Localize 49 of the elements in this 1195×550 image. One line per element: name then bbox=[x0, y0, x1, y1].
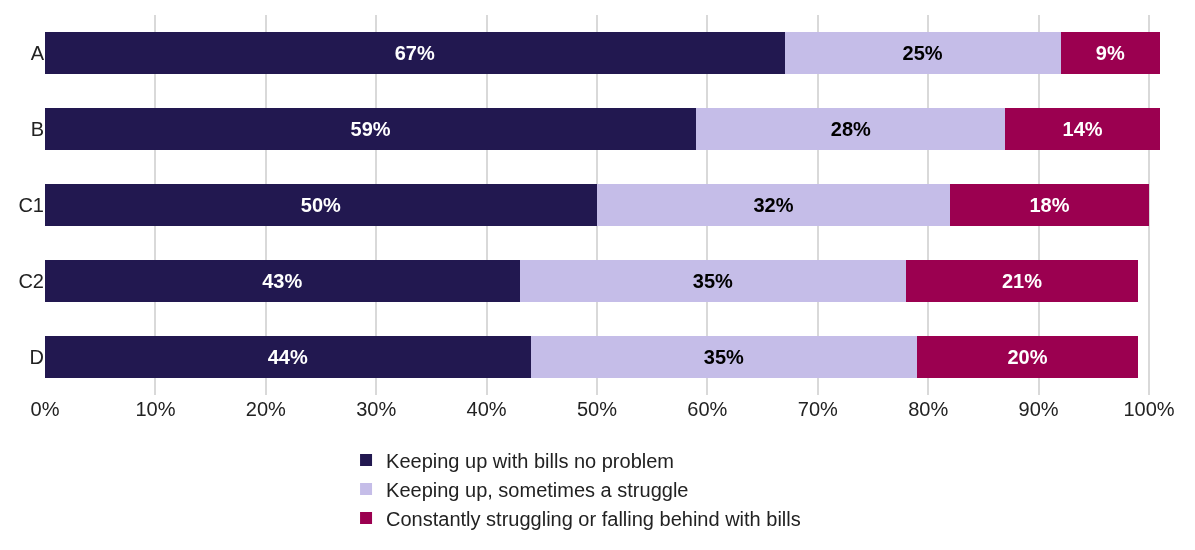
bar bbox=[45, 183, 597, 227]
bar bbox=[906, 259, 1138, 303]
bar bbox=[45, 335, 531, 379]
bar bbox=[530, 335, 918, 379]
data-label: 43% bbox=[262, 270, 303, 292]
data-label: 35% bbox=[692, 270, 734, 292]
bar bbox=[784, 31, 1061, 75]
y-tick-label: C1 bbox=[18, 194, 44, 216]
x-tick-label: 20% bbox=[245, 398, 287, 420]
data-label: 20% bbox=[1007, 346, 1048, 368]
legend-label: Constantly struggling or falling behind with bills bbox=[386, 507, 801, 530]
bar bbox=[917, 335, 1138, 379]
data-label: 44% bbox=[267, 346, 308, 368]
data-label: 9% bbox=[1095, 42, 1125, 64]
data-label: 35% bbox=[703, 346, 745, 368]
x-tick-label: 90% bbox=[1018, 398, 1059, 420]
x-tick-label: 10% bbox=[135, 398, 176, 420]
x-tick-label: 40% bbox=[466, 398, 507, 420]
x-tick-label: 100% bbox=[1123, 398, 1175, 420]
x-tick-label: 30% bbox=[356, 398, 397, 420]
x-tick-label: 70% bbox=[797, 398, 838, 420]
legend-label: Keeping up, sometimes a struggle bbox=[386, 478, 689, 501]
x-tick-label: 60% bbox=[687, 398, 728, 420]
y-tick-label: A bbox=[30, 42, 45, 64]
bar bbox=[950, 183, 1149, 227]
bar bbox=[519, 259, 907, 303]
bar bbox=[1060, 31, 1160, 75]
data-label: 18% bbox=[1029, 194, 1070, 216]
bar bbox=[45, 259, 520, 303]
bar bbox=[596, 183, 951, 227]
data-label: 50% bbox=[300, 194, 342, 216]
bar bbox=[1005, 107, 1160, 151]
bar bbox=[45, 31, 785, 75]
legend-label: Keeping up with bills no problem bbox=[386, 449, 674, 472]
data-label: 14% bbox=[1062, 118, 1103, 140]
data-label: 59% bbox=[350, 118, 391, 140]
x-tick-label: 80% bbox=[908, 398, 949, 420]
x-tick-label: 50% bbox=[576, 398, 618, 420]
bar bbox=[45, 107, 697, 151]
x-tick-label: 0% bbox=[30, 398, 60, 420]
data-label: 32% bbox=[753, 194, 794, 216]
data-label: 21% bbox=[1001, 270, 1043, 292]
y-tick-label: D bbox=[29, 346, 44, 368]
data-label: 28% bbox=[830, 118, 872, 140]
y-tick-label: B bbox=[30, 118, 44, 140]
y-tick-label: C2 bbox=[18, 270, 44, 292]
data-label: 67% bbox=[394, 42, 435, 64]
data-label: 25% bbox=[902, 42, 943, 64]
bar bbox=[696, 107, 1006, 151]
